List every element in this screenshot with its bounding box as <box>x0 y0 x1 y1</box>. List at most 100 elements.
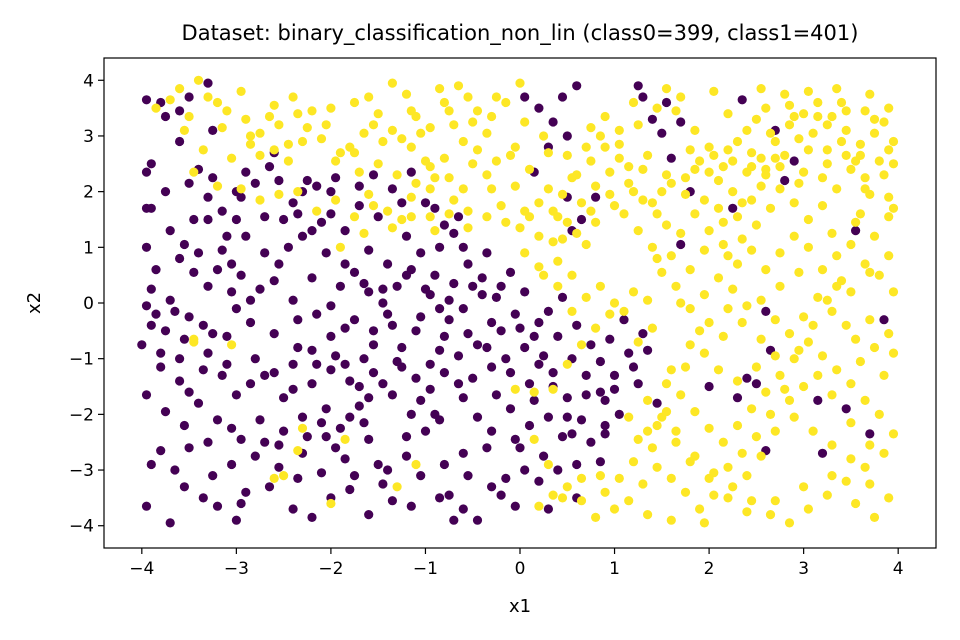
point-class1-160 <box>723 251 733 261</box>
point-class1-12 <box>349 97 360 108</box>
point-class1-162 <box>884 212 894 222</box>
point-class1-420 <box>884 145 894 155</box>
point-class0-295 <box>595 457 606 467</box>
point-class0-313 <box>387 184 397 194</box>
point-class1-286 <box>685 457 695 467</box>
point-class0-326 <box>293 209 303 219</box>
point-class1-77 <box>832 251 842 261</box>
point-class1-335 <box>510 384 520 394</box>
point-class1-263 <box>652 462 662 472</box>
point-class0-37 <box>184 387 194 397</box>
point-class1-269 <box>742 507 752 517</box>
point-class1-21 <box>463 92 473 102</box>
point-class1-435 <box>572 228 582 238</box>
point-class0-222 <box>255 415 265 425</box>
point-class0-209 <box>505 368 516 378</box>
point-class0-134 <box>586 437 596 447</box>
point-class0-133 <box>567 429 577 439</box>
point-class1-8 <box>283 139 293 149</box>
point-class1-11 <box>326 103 336 113</box>
point-class1-372 <box>586 206 596 216</box>
point-class1-241 <box>761 164 771 174</box>
point-class1-190 <box>888 429 899 439</box>
point-class0-78 <box>401 432 412 442</box>
point-class0-262 <box>435 242 445 252</box>
point-class1-16 <box>401 89 412 99</box>
point-class1-123 <box>855 139 866 149</box>
point-class1-66 <box>676 228 686 238</box>
point-class1-1 <box>175 84 185 94</box>
point-class1-62 <box>624 178 634 188</box>
point-class0-244 <box>378 479 388 489</box>
point-class0-319 <box>283 242 293 252</box>
point-class1-148 <box>784 100 795 110</box>
point-class0-2 <box>175 106 185 116</box>
point-class1-144 <box>709 86 719 96</box>
point-class1-237 <box>695 156 705 166</box>
point-class1-183 <box>765 509 776 520</box>
point-class1-105 <box>567 270 577 280</box>
point-class1-110 <box>666 251 676 261</box>
point-class1-141 <box>676 92 686 102</box>
point-class0-140 <box>543 306 554 316</box>
point-class0-291 <box>534 317 544 328</box>
point-class0-274 <box>312 359 322 369</box>
point-class1-270 <box>770 496 780 506</box>
point-class1-158 <box>751 220 762 230</box>
point-class0-198 <box>321 404 331 414</box>
point-class0-289 <box>501 354 511 364</box>
point-class1-422 <box>836 136 847 147</box>
point-class0-39 <box>222 331 232 341</box>
point-class1-63 <box>638 195 648 205</box>
point-class1-361 <box>794 178 804 188</box>
point-class1-82 <box>884 329 894 339</box>
point-class0-188 <box>170 306 180 316</box>
point-class0-86 <box>515 443 525 453</box>
point-class0-211 <box>539 351 549 361</box>
point-class0-214 <box>581 370 591 380</box>
point-class1-330 <box>515 223 525 233</box>
point-class1-131 <box>817 201 828 211</box>
point-class0-344 <box>326 365 336 375</box>
point-class0-83 <box>472 515 483 525</box>
point-class1-337 <box>576 473 587 483</box>
x-tick-label: 1 <box>609 559 620 579</box>
point-class1-260 <box>695 504 705 514</box>
point-class0-280 <box>326 301 336 311</box>
point-class1-149 <box>808 128 818 138</box>
point-class1-235 <box>657 187 667 197</box>
point-class0-208 <box>491 390 501 400</box>
point-class0-333 <box>458 304 468 314</box>
point-class1-377 <box>487 184 497 194</box>
point-class1-279 <box>808 426 818 436</box>
point-class0-293 <box>562 393 572 403</box>
point-class1-207 <box>647 443 658 453</box>
point-class0-359 <box>274 440 284 450</box>
point-class0-191 <box>193 398 204 408</box>
point-class0-187 <box>208 329 218 339</box>
point-class0-116 <box>676 239 686 250</box>
point-class1-124 <box>869 114 880 124</box>
point-class0-5 <box>208 125 218 135</box>
point-class1-73 <box>775 248 785 258</box>
point-class0-14 <box>222 231 232 241</box>
point-class0-87 <box>505 404 516 414</box>
point-class0-157 <box>288 295 298 305</box>
point-class0-229 <box>401 451 412 461</box>
point-class0-286 <box>435 415 445 425</box>
point-class1-55 <box>557 189 568 199</box>
point-class1-268 <box>699 518 710 528</box>
point-class1-214 <box>562 482 572 492</box>
point-class0-302 <box>543 412 554 422</box>
point-class1-393 <box>151 103 161 113</box>
point-class1-220 <box>562 359 572 369</box>
point-class0-141 <box>557 292 568 302</box>
point-class1-366 <box>699 195 710 205</box>
point-class1-215 <box>548 490 558 500</box>
point-class1-434 <box>591 217 601 227</box>
point-class1-90 <box>770 315 780 325</box>
point-class0-99 <box>557 92 568 102</box>
point-class0-350 <box>198 320 208 330</box>
point-class0-120 <box>789 156 799 166</box>
point-class1-229 <box>562 217 572 227</box>
